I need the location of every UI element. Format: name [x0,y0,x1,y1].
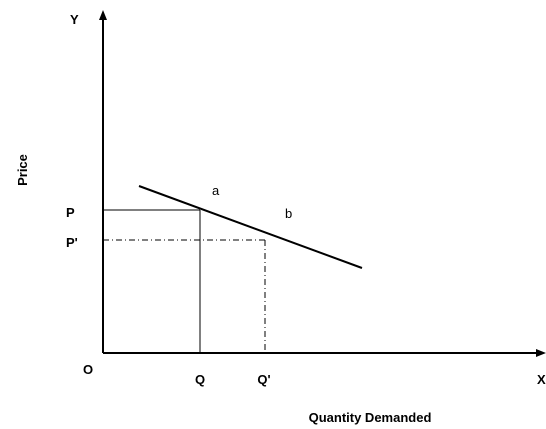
x-axis-title: Quantity Demanded [309,410,432,425]
y-axis-title: Price [15,154,30,186]
price-p-prime-label: P' [66,235,78,250]
x-axis-arrowhead [536,349,546,357]
origin-label: O [83,362,93,377]
quantity-q-label: Q [195,372,205,387]
point-b-label: b [285,206,292,221]
y-axis-arrowhead [99,10,107,20]
point-a-label: a [212,183,220,198]
quantity-q-prime-label: Q' [257,372,270,387]
y-axis-letter: Y [70,12,79,27]
price-p-label: P [66,205,75,220]
x-axis-letter: X [537,372,546,387]
demand-curve [138,185,363,269]
